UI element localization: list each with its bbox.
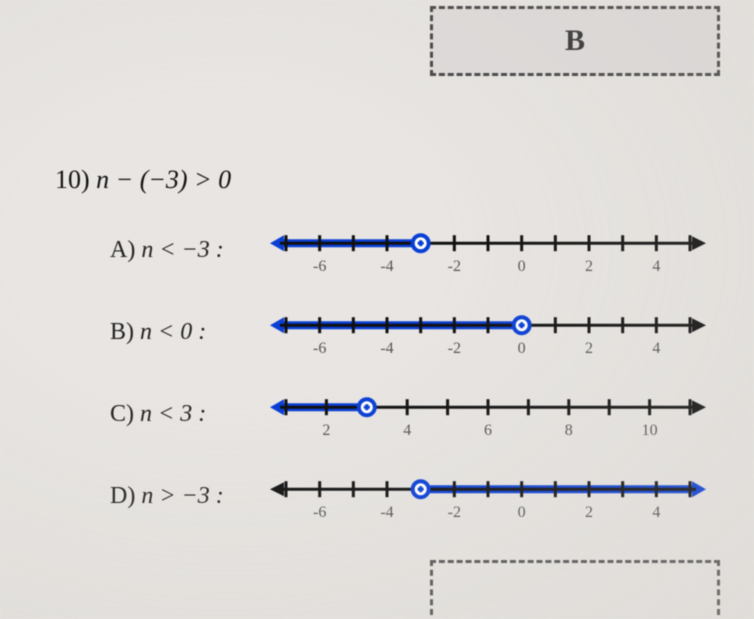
number-line: -6 -4 -2 0 2 4 bbox=[268, 300, 708, 360]
svg-text:4: 4 bbox=[652, 340, 660, 357]
svg-text:0: 0 bbox=[518, 504, 526, 521]
option-row: C) n < 3 : 2 4 6 8 10 bbox=[110, 382, 708, 447]
question-expr: n − (−3) > 0 bbox=[96, 165, 231, 194]
svg-text:2: 2 bbox=[585, 340, 593, 357]
svg-text:2: 2 bbox=[585, 258, 593, 275]
question-number: 10) bbox=[55, 165, 90, 194]
svg-text:4: 4 bbox=[652, 504, 660, 521]
svg-text:-6: -6 bbox=[313, 340, 326, 357]
svg-text:8: 8 bbox=[565, 422, 573, 439]
question-label: 10) n − (−3) > 0 bbox=[55, 165, 231, 195]
svg-text:4: 4 bbox=[403, 422, 411, 439]
number-line-wrap: -6 -4 -2 0 2 4 bbox=[268, 218, 708, 283]
option-label: D) n > −3 : bbox=[110, 483, 250, 510]
option-row: D) n > −3 : -6 -4 -2 0 2 4 bbox=[110, 464, 708, 529]
option-label: A) n < −3 : bbox=[110, 237, 250, 264]
svg-text:-6: -6 bbox=[313, 504, 326, 521]
option-row: A) n < −3 : -6 -4 -2 0 2 4 bbox=[110, 218, 708, 283]
svg-text:-4: -4 bbox=[380, 258, 393, 275]
number-line-wrap: -6 -4 -2 0 2 4 bbox=[268, 300, 708, 365]
svg-text:-6: -6 bbox=[313, 258, 326, 275]
option-label: B) n < 0 : bbox=[110, 319, 250, 346]
number-line: -6 -4 -2 0 2 4 bbox=[268, 464, 708, 524]
top-answer-label: B bbox=[565, 24, 585, 58]
svg-text:10: 10 bbox=[642, 422, 658, 439]
svg-text:-4: -4 bbox=[380, 504, 393, 521]
number-line: -6 -4 -2 0 2 4 bbox=[268, 218, 708, 278]
option-row: B) n < 0 : -6 -4 -2 0 2 4 bbox=[110, 300, 708, 365]
svg-text:-2: -2 bbox=[448, 258, 461, 275]
number-line-wrap: 2 4 6 8 10 bbox=[268, 382, 708, 447]
svg-text:4: 4 bbox=[652, 258, 660, 275]
svg-text:2: 2 bbox=[322, 422, 330, 439]
svg-text:6: 6 bbox=[484, 422, 492, 439]
option-label: C) n < 3 : bbox=[110, 401, 250, 428]
svg-text:-2: -2 bbox=[448, 340, 461, 357]
number-line-wrap: -6 -4 -2 0 2 4 bbox=[268, 464, 708, 529]
top-answer-box: B bbox=[430, 6, 720, 76]
svg-text:-4: -4 bbox=[380, 340, 393, 357]
svg-text:0: 0 bbox=[518, 258, 526, 275]
number-line: 2 4 6 8 10 bbox=[268, 382, 708, 442]
svg-text:0: 0 bbox=[518, 340, 526, 357]
svg-text:-2: -2 bbox=[448, 504, 461, 521]
svg-text:2: 2 bbox=[585, 504, 593, 521]
bottom-answer-box bbox=[430, 560, 720, 615]
